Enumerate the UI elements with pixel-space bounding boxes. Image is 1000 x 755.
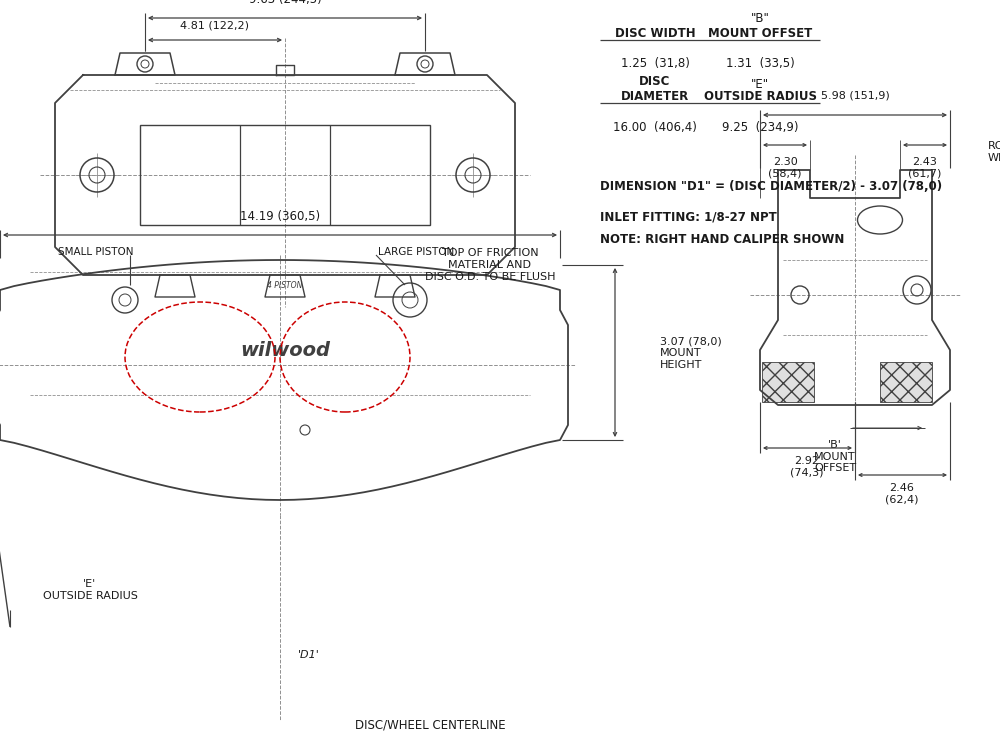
Text: MOUNT OFFSET: MOUNT OFFSET <box>708 27 812 40</box>
Text: 2.46
(62,4): 2.46 (62,4) <box>885 483 919 504</box>
Text: INLET FITTING: 1/8-27 NPT: INLET FITTING: 1/8-27 NPT <box>600 210 777 223</box>
Text: DIMENSION "D1" = (DISC DIAMETER/2) - 3.07 (78,0): DIMENSION "D1" = (DISC DIAMETER/2) - 3.0… <box>600 180 942 193</box>
Text: 14.19 (360,5): 14.19 (360,5) <box>240 210 320 223</box>
Text: 16.00  (406,4): 16.00 (406,4) <box>613 121 697 134</box>
Text: 4.81 (122,2): 4.81 (122,2) <box>180 20 250 30</box>
Text: ROTOR
WIDTH: ROTOR WIDTH <box>988 141 1000 163</box>
Text: 5.98 (151,9): 5.98 (151,9) <box>821 91 889 101</box>
Text: 'D1': 'D1' <box>298 650 320 660</box>
Text: DISC
DIAMETER: DISC DIAMETER <box>621 75 689 103</box>
Text: 2.92
(74,3): 2.92 (74,3) <box>790 456 824 478</box>
Text: 9.25  (234,9): 9.25 (234,9) <box>722 121 798 134</box>
Text: 'B'
MOUNT
OFFSET: 'B' MOUNT OFFSET <box>814 440 856 473</box>
Text: 1.31  (33,5): 1.31 (33,5) <box>726 57 794 70</box>
Text: SMALL PISTON: SMALL PISTON <box>58 247 134 257</box>
Text: NOTE: RIGHT HAND CALIPER SHOWN: NOTE: RIGHT HAND CALIPER SHOWN <box>600 233 844 246</box>
Text: OUTSIDE RADIUS: OUTSIDE RADIUS <box>704 90 816 103</box>
Text: 'E'
OUTSIDE RADIUS: 'E' OUTSIDE RADIUS <box>43 579 137 601</box>
Text: DISC/WHEEL CENTERLINE: DISC/WHEEL CENTERLINE <box>355 719 505 732</box>
Text: DISC WIDTH: DISC WIDTH <box>615 27 695 40</box>
Bar <box>140 125 430 225</box>
Text: 4 PISTON: 4 PISTON <box>267 281 303 289</box>
Text: TOP OF FRICTION
MATERIAL AND
DISC O.D. TO BE FLUSH: TOP OF FRICTION MATERIAL AND DISC O.D. T… <box>425 248 555 282</box>
Text: 2.30
(58,4): 2.30 (58,4) <box>768 157 802 179</box>
Text: 2.43
(61,7): 2.43 (61,7) <box>908 157 942 179</box>
Text: 1.25  (31,8): 1.25 (31,8) <box>621 57 689 70</box>
Text: 3.07 (78,0)
MOUNT
HEIGHT: 3.07 (78,0) MOUNT HEIGHT <box>660 337 722 370</box>
Bar <box>880 362 932 402</box>
Text: LARGE PISTON: LARGE PISTON <box>378 247 454 257</box>
Text: "E": "E" <box>751 78 769 91</box>
Text: wilwood: wilwood <box>240 341 330 359</box>
Text: "B": "B" <box>751 12 769 25</box>
Bar <box>762 362 814 402</box>
Text: 9.63 (244,5): 9.63 (244,5) <box>249 0 321 6</box>
